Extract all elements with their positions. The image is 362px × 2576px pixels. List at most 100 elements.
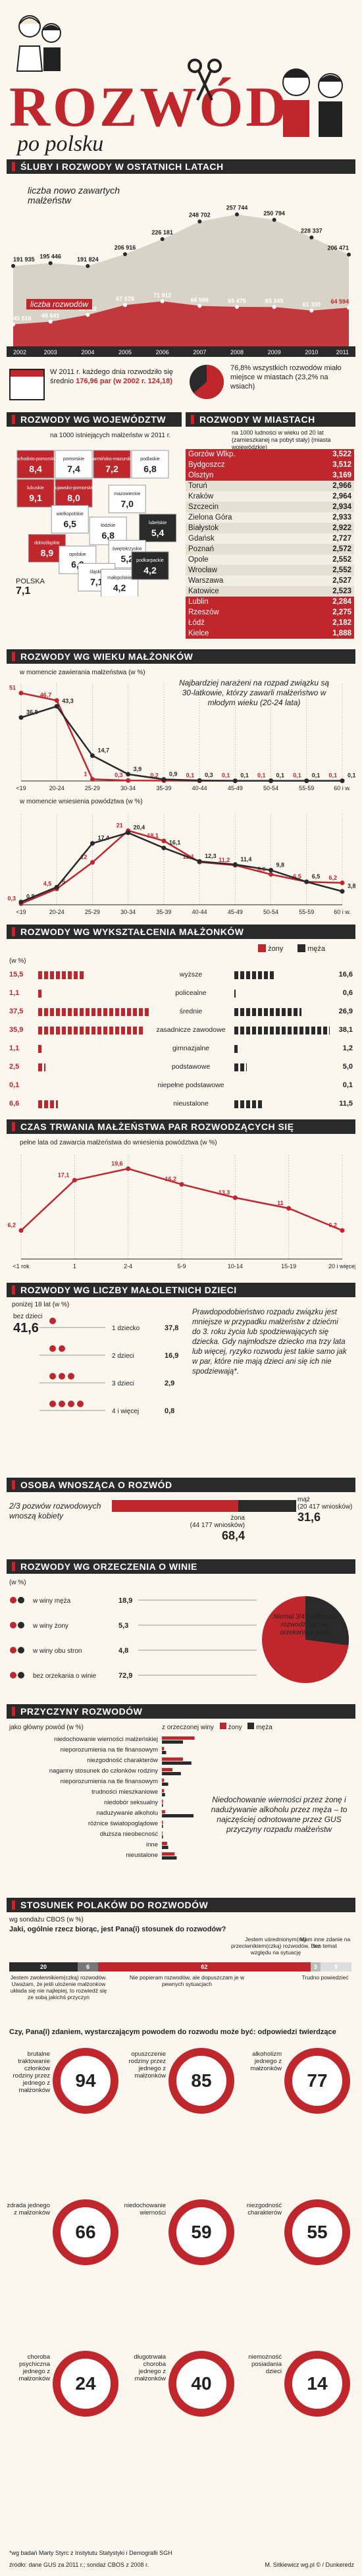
child-count-label: 2 dzieci bbox=[112, 1353, 134, 1360]
x-tick: 30-34 bbox=[120, 785, 136, 792]
education-wife-value: 1,1 bbox=[9, 989, 20, 997]
region-wielkopolskie: wielkopolskie 6,5 bbox=[51, 505, 89, 534]
child-count-value: 0,8 bbox=[165, 1407, 174, 1415]
series-point bbox=[340, 778, 345, 784]
person-icon bbox=[10, 1597, 16, 1603]
education-wife-figures bbox=[38, 1063, 46, 1071]
city-name: Katowice bbox=[188, 587, 219, 595]
series-point bbox=[179, 1182, 184, 1187]
city-name: Kielce bbox=[188, 630, 209, 637]
series-value: 1 bbox=[84, 770, 87, 777]
education-unit: (w %) bbox=[9, 957, 26, 965]
city-value: 3,512 bbox=[332, 461, 351, 469]
section-header-fault: ROZWODY WG ORZECZENIA O WINIE bbox=[7, 1559, 355, 1574]
marriage-value: 191 824 bbox=[77, 256, 99, 263]
children-diagram: 1 dziecko 37,8 2 dzieci 16,9 3 dzieci 2,9 4 i … bbox=[39, 1318, 178, 1415]
scale-label: Jestem zwolennikiem(czką) rozwodów. Uważ… bbox=[10, 1974, 107, 2000]
city-value: 2,527 bbox=[332, 577, 351, 585]
reason-bar-wife bbox=[162, 1758, 183, 1761]
city-name: Gorzów Wlkp. bbox=[188, 450, 236, 458]
poland-label: POLSKA bbox=[16, 577, 45, 585]
reason-circle-label: choroba psychiczna jednego z małżonków bbox=[18, 2353, 50, 2382]
education-husband-figures bbox=[234, 1027, 330, 1034]
region-value: 7,4 bbox=[67, 464, 80, 474]
person-icon bbox=[18, 1672, 24, 1678]
education-row: 37,5 średnie 26,9 bbox=[7, 1004, 355, 1022]
poland-value: 7,1 bbox=[16, 585, 30, 597]
divorces-legend: liczba rozwodów bbox=[26, 299, 93, 309]
reason-circle: 85 bbox=[168, 2048, 234, 2114]
series-value: 11,2 bbox=[219, 857, 230, 863]
divorce-point bbox=[160, 299, 165, 304]
city-name: Olsztyn bbox=[188, 471, 214, 479]
divorce-point bbox=[272, 305, 276, 309]
reason-bar-husband bbox=[162, 1814, 194, 1817]
reason-circle-label: długotrwała choroba jednego z małżonków bbox=[134, 2353, 166, 2382]
marriage-point bbox=[197, 219, 202, 224]
series-value: 13,3 bbox=[219, 1189, 230, 1196]
reason-label: niedobór seksualny bbox=[104, 1799, 158, 1806]
marriage-point bbox=[123, 252, 127, 257]
city-row: Lublin 2,284 bbox=[186, 597, 354, 607]
city-name: Szczecin bbox=[188, 503, 219, 511]
reason-circle: 40 bbox=[168, 2351, 234, 2417]
series-value: 12,3 bbox=[205, 853, 217, 859]
reason-label: inne bbox=[146, 1841, 158, 1848]
region-value: 5,4 bbox=[151, 527, 165, 538]
reason-bar-husband bbox=[162, 1825, 163, 1828]
reason-bar-husband bbox=[162, 1856, 177, 1860]
divorce-value: 64 594 bbox=[330, 298, 349, 305]
person-icon bbox=[10, 1672, 16, 1678]
series-value: 0,3 bbox=[205, 772, 213, 778]
child-count-label: 4 i więcej bbox=[112, 1408, 139, 1415]
reason-bar-wife bbox=[162, 1852, 175, 1856]
region-value: 8,4 bbox=[29, 464, 42, 474]
region-name: śląskie bbox=[90, 570, 104, 575]
city-row: Łódź 2,182 bbox=[186, 618, 354, 628]
reason-bar-wife bbox=[162, 1789, 165, 1792]
reason-label: naganny stosunek do członków rodziny bbox=[49, 1767, 158, 1775]
child-count-value: 16,9 bbox=[165, 1352, 178, 1360]
city-row: Wrocław 2,552 bbox=[186, 565, 354, 576]
education-label: zasadnicze zawodowe bbox=[156, 1026, 226, 1034]
x-tick: 35-39 bbox=[156, 909, 171, 915]
divorce-point bbox=[86, 313, 90, 317]
city-row: Gorzów Wlkp. 3,522 bbox=[186, 449, 354, 460]
region-shape bbox=[16, 479, 55, 508]
child-count-label: 1 dziecko bbox=[112, 1325, 140, 1332]
reason-bar-husband bbox=[162, 1804, 163, 1807]
education-row: 2,5 podstawowe 5,0 bbox=[7, 1059, 355, 1077]
divorce-value: 65 345 bbox=[265, 298, 284, 304]
series-point bbox=[197, 859, 202, 864]
series-point bbox=[18, 715, 24, 720]
reasons-bars bbox=[162, 1736, 195, 1860]
marriage-value: 195 446 bbox=[39, 254, 61, 260]
education-husband-figures bbox=[234, 1008, 302, 1016]
x-tick: <19 bbox=[16, 785, 26, 792]
city-row: Poznań 2,572 bbox=[186, 544, 354, 554]
fault-label: w winy żony bbox=[32, 1623, 68, 1630]
series-point bbox=[126, 778, 131, 783]
city-row: Bydgoszcz 3,512 bbox=[186, 460, 354, 470]
divorce-point bbox=[347, 306, 351, 310]
divorce-point bbox=[235, 305, 239, 309]
children-note: Prawdopodobieństwo rozpadu związku jest … bbox=[192, 1308, 347, 1376]
year-label: 2008 bbox=[230, 349, 244, 356]
fault-value: 72,9 bbox=[118, 1672, 132, 1680]
region-name: świętokrzyskie bbox=[113, 547, 142, 551]
x-tick: 2-4 bbox=[124, 1263, 132, 1270]
series-value: 0,1 bbox=[240, 772, 249, 779]
child-count-value: 2,9 bbox=[165, 1380, 174, 1387]
city-name: Lublin bbox=[188, 598, 209, 606]
age-subtitle-2: w momencie wniesienia powództwa (w %) bbox=[20, 798, 143, 805]
reason-circle: 24 bbox=[53, 2351, 118, 2417]
year-label: 2010 bbox=[305, 349, 318, 356]
education-row: 15,5 wyższe 16,6 bbox=[7, 967, 355, 985]
region-value: 6,8 bbox=[101, 530, 115, 541]
city-row: Białystok 2,922 bbox=[186, 523, 354, 533]
region-warmińsko-mazurskie: warmińsko-mazurskie 7,2 bbox=[89, 450, 134, 479]
city-name: Opole bbox=[188, 556, 209, 564]
reasons-subtitle: jako główny powód (w %) bbox=[9, 1724, 84, 1731]
divorce-value: 61 300 bbox=[303, 302, 321, 308]
series-value: 12 bbox=[80, 854, 87, 861]
